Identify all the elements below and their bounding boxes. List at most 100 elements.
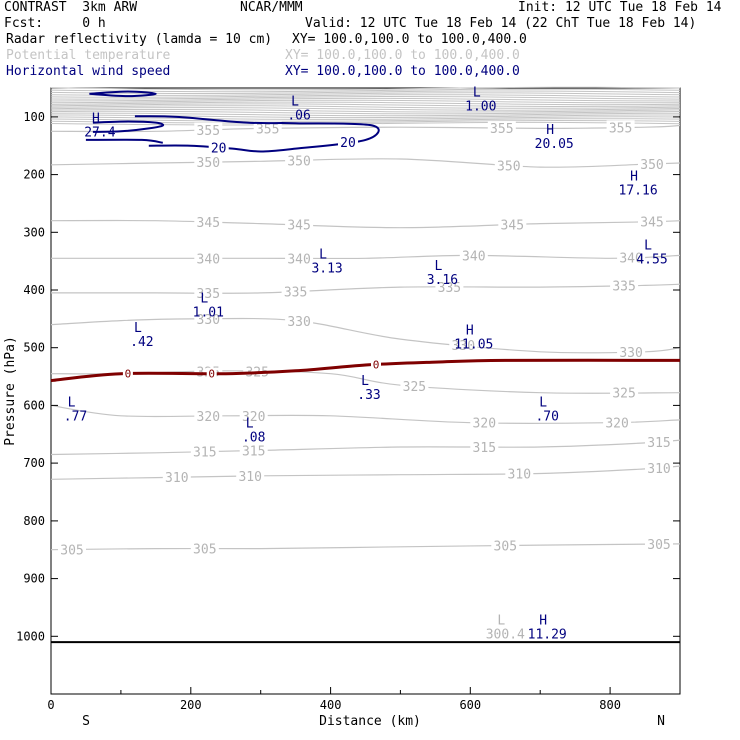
extremum-type: H <box>539 614 547 629</box>
theta-contour-label: 310 <box>238 470 261 485</box>
theta-contour-label: 310 <box>508 468 531 483</box>
extremum-value: 300.4 <box>486 628 525 643</box>
theta-contour-label: 320 <box>197 410 220 425</box>
stratosphere-isentrope <box>50 88 681 93</box>
theta-label-bg <box>285 251 314 265</box>
extremum-value: .08 <box>242 430 265 445</box>
theta-label-bg <box>190 444 219 458</box>
theta-label-bg <box>617 250 646 264</box>
theta-contour-label: 305 <box>647 538 670 553</box>
theta-contour-label: 330 <box>197 313 220 328</box>
theta-contour-345 <box>50 219 681 229</box>
theta-label-bg <box>617 344 646 358</box>
extremum-type: L <box>246 416 254 431</box>
theta-label-bg <box>194 155 223 169</box>
zero-label-bg <box>371 358 381 370</box>
stratosphere-isentrope <box>50 103 681 107</box>
stratosphere-hatch <box>50 86 681 126</box>
theta-label-bg <box>239 408 268 422</box>
theta-label-bg <box>253 121 282 135</box>
theta-label-bg <box>449 337 478 351</box>
extremum-value: 27.4 <box>84 126 115 141</box>
wind-contours: 20 20 <box>85 90 380 157</box>
stratosphere-isentrope <box>50 108 681 113</box>
stratosphere-isentrope <box>50 110 681 115</box>
header-init: Init: 12 UTC Tue 18 Feb 14 <box>518 0 722 15</box>
x-tick-label: 200 <box>180 698 202 712</box>
theta-contour-label: 340 <box>287 252 310 267</box>
theta-label-bg <box>638 214 666 228</box>
theta-label-bg <box>470 415 499 429</box>
x-tick-label: 400 <box>320 698 342 712</box>
stratosphere-isentrope <box>50 92 681 96</box>
extremum-type: H <box>630 169 638 184</box>
theta-contour-label: 355 <box>197 124 220 139</box>
theta-label-bg <box>285 314 314 328</box>
theta-label-bg <box>459 248 488 262</box>
theta-contour-label: 340 <box>462 249 485 264</box>
theta-label-bg <box>505 466 534 480</box>
x-endpoint-right: N <box>657 714 665 729</box>
theta-contour-label: 315 <box>647 436 670 451</box>
extremum-value: .06 <box>287 108 310 123</box>
theta-contour-label: 310 <box>165 471 188 486</box>
theta-label-bg <box>285 217 314 231</box>
theta-label-bg <box>645 537 673 551</box>
theta-label-bg <box>194 122 223 136</box>
wind-label-bg <box>208 140 229 154</box>
theta-label-bg <box>194 251 223 265</box>
theta-contour-350 <box>50 158 681 168</box>
theta-label-bg <box>638 157 666 170</box>
theta-contour-label: 310 <box>647 462 670 477</box>
theta-contour-label: 335 <box>197 287 220 302</box>
theta-label-bg <box>470 440 499 453</box>
extremum-type: H <box>466 323 474 338</box>
extremum-type: L <box>68 396 76 411</box>
theta-label-bg <box>239 443 268 457</box>
legend-wind-xy: XY= 100.0,100.0 to 100.0,400.0 <box>285 64 520 79</box>
extremum-value: 4.55 <box>636 253 667 268</box>
theta-contour-label: 335 <box>612 280 635 295</box>
theta-contour-label: 315 <box>473 441 496 456</box>
theta-contour-label: 335 <box>438 281 461 296</box>
legend-reflectivity-xy: XY= 100.0,100.0 to 100.0,400.0 <box>292 32 527 47</box>
extremum-value: 11.05 <box>454 337 493 352</box>
x-endpoint-left: S <box>82 714 90 729</box>
wind-contour-30-3 <box>89 90 157 98</box>
theta-contour-label: 330 <box>287 315 310 330</box>
theta-contour-label: 350 <box>497 159 520 174</box>
theta-contour-label: 340 <box>619 251 642 266</box>
theta-contour-label: 345 <box>287 219 310 234</box>
wind-contour-20-2 <box>85 138 163 144</box>
extremum-value: 1.01 <box>193 306 224 321</box>
wind-contour-label: 20 <box>340 136 356 151</box>
theta-contour-label: 345 <box>640 216 663 231</box>
theta-contour-label: 350 <box>287 155 310 170</box>
theta-contour-label: 315 <box>242 445 265 460</box>
theta-label-bg <box>487 121 516 135</box>
extremum-type: H <box>92 112 100 127</box>
extremum-type: H <box>546 123 554 138</box>
extremum-type: L <box>361 374 369 389</box>
extremum-type: L <box>319 247 327 262</box>
theta-label-bg <box>645 434 673 448</box>
theta-contour-315 <box>50 439 681 456</box>
theta-label-bg <box>435 280 464 294</box>
stratosphere-isentrope <box>50 116 681 120</box>
plot-frame <box>50 87 681 695</box>
theta-label-bg <box>603 415 632 429</box>
theta-label-bg <box>58 542 86 556</box>
theta-label-bg <box>498 217 527 231</box>
extremum-value: .33 <box>357 388 380 403</box>
extremum-value: .42 <box>130 335 153 350</box>
stratosphere-isentrope <box>50 101 681 106</box>
stratosphere-isentrope <box>50 105 681 109</box>
legend-theta-xy: XY= 100.0,100.0 to 100.0,400.0 <box>285 48 520 63</box>
theta-label-bg <box>285 153 314 167</box>
theta-label-bg <box>610 278 639 292</box>
extremum-value: 11.29 <box>528 628 567 643</box>
extremum-type: L <box>473 86 481 101</box>
theta-contour-label: 325 <box>612 387 635 402</box>
theta-contour-label: 330 <box>452 339 475 354</box>
